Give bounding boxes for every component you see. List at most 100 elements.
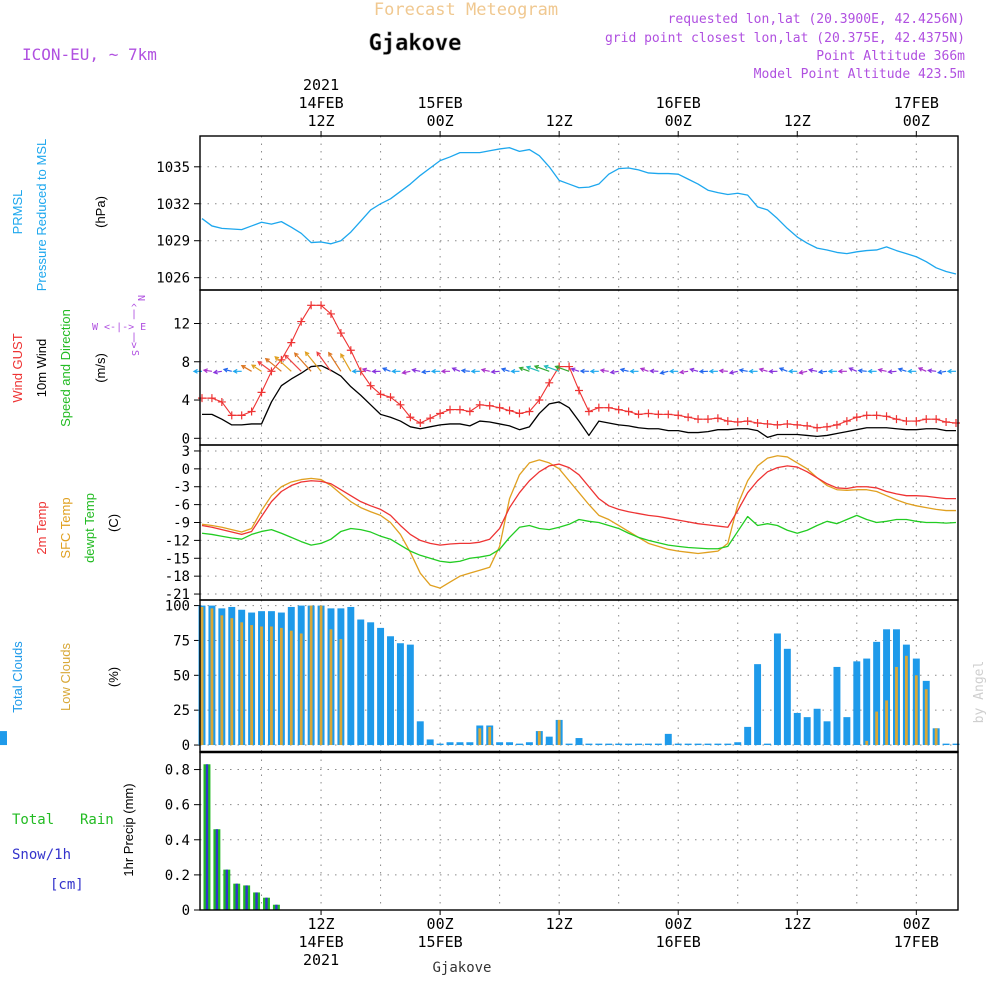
gust-marker <box>674 411 683 420</box>
total-cloud-bar <box>377 627 385 746</box>
wind-arrow <box>202 368 213 374</box>
wind-arrow <box>420 369 431 375</box>
wind-arrow <box>401 369 411 375</box>
wind-arrow <box>533 364 550 372</box>
wind-arrow <box>222 367 232 373</box>
total-cloud-bar <box>664 733 672 746</box>
gust-marker <box>475 400 484 409</box>
total-cloud-bar <box>694 743 702 746</box>
gust-marker <box>813 423 822 432</box>
bottom-time-label: 12Z <box>546 915 573 933</box>
wind-arrow <box>926 368 937 374</box>
wind-arrow <box>212 369 222 375</box>
wind-arrow <box>689 367 699 373</box>
y-tick-label: 8 <box>182 355 190 371</box>
y-tick-label: 4 <box>182 393 190 409</box>
wind-arrow <box>798 369 808 375</box>
low-cloud-bar <box>210 608 214 746</box>
wind-arrow <box>946 368 956 374</box>
total-cloud-bar <box>783 648 791 746</box>
wind-arrow <box>848 367 858 372</box>
wind-arrow <box>698 369 708 374</box>
cloud-bars <box>0 605 960 746</box>
wind-arrow <box>480 367 490 373</box>
wind-arrow <box>659 370 669 375</box>
gust-marker <box>545 378 554 387</box>
total-cloud-label: Total Clouds <box>10 641 25 713</box>
footer-location: Gjakove <box>432 960 491 976</box>
gust-marker <box>753 418 762 427</box>
y-tick-label: 3 <box>182 444 190 460</box>
low-cloud-bar <box>270 626 273 746</box>
total-cloud-bar <box>605 743 613 746</box>
gust-marker <box>287 338 296 347</box>
low-cloud-bar <box>885 700 888 746</box>
wind-arrow <box>728 370 738 375</box>
total-cloud-bar <box>615 743 623 746</box>
low-cloud-bar <box>329 629 333 746</box>
gust-marker <box>942 418 951 427</box>
wind-arrow <box>738 368 748 373</box>
y-tick-label: 0 <box>182 431 190 447</box>
wind-arrow <box>240 365 252 372</box>
gust-marker <box>346 346 355 355</box>
total-cloud-bar <box>853 661 861 746</box>
gust-marker <box>694 415 703 424</box>
precip-unit: 1hr Precip (mm) <box>121 783 136 876</box>
gust-marker <box>396 400 405 409</box>
gust-marker <box>664 410 673 419</box>
gust-marker <box>525 407 534 416</box>
total-cloud-bar <box>823 721 831 746</box>
wind-arrow <box>518 366 530 372</box>
rain-label: Rain <box>80 812 114 828</box>
low-cloud-bar <box>299 633 303 746</box>
wind-arrow <box>274 356 292 372</box>
low-cloud-bar <box>865 740 869 746</box>
bottom-time-label: 00Z <box>665 915 692 933</box>
compass-n: N <box>135 295 146 301</box>
panel-grid-1: 1026 1029 1032 1035 <box>156 136 958 290</box>
wind-arrow <box>788 368 798 374</box>
gust-marker <box>644 409 653 418</box>
precip-labels: Total Rain Snow/1h [cm] 1hr Precip (mm) <box>12 783 136 893</box>
top-time-label: 00Z <box>903 112 930 130</box>
panel-frame-1 <box>199 135 959 291</box>
wind-speed-line <box>202 364 956 438</box>
wind-arrow <box>351 368 361 374</box>
panel-grid-3: -21 -18 -15 -12-9 -6 -3 0 3 <box>165 444 958 603</box>
gust-marker <box>723 417 732 426</box>
gust-marker <box>217 397 226 406</box>
y-tick-label: 0.2 <box>165 868 190 884</box>
total-cloud-bar <box>654 743 662 746</box>
low-cloud-bar <box>220 615 224 746</box>
gust-marker <box>505 406 514 415</box>
total-cloud-bar <box>724 743 732 746</box>
gust-marker <box>416 418 425 427</box>
total-cloud-bar <box>764 743 771 746</box>
gust-marker <box>297 317 306 326</box>
low-cloud-bar <box>230 618 234 746</box>
total-label: Total <box>12 812 54 828</box>
low-cloud-bar <box>200 606 204 746</box>
gust-marker <box>862 411 871 420</box>
bottom-time-label: 14FEB <box>298 933 343 951</box>
dewpt-label: dewpt Temp <box>82 493 97 563</box>
y-tick-label: 0 <box>182 903 190 919</box>
wind-arrow <box>304 351 322 372</box>
snow-label: Snow/1h <box>12 847 71 863</box>
temp-2m-line <box>201 463 956 546</box>
gust-marker <box>446 405 455 414</box>
wind-arrow <box>328 351 342 372</box>
wind-arrow <box>293 352 312 372</box>
gust-marker <box>733 418 742 427</box>
gust-marker <box>207 394 216 403</box>
snow-bar <box>245 885 248 910</box>
gust-marker <box>882 412 891 421</box>
wind-arrow <box>629 368 639 374</box>
wind-arrow <box>579 368 589 374</box>
wind-arrow <box>451 367 461 372</box>
gust-marker <box>703 415 712 424</box>
gridpoint-coords: grid point closest lon,lat (20.375E, 42.… <box>605 31 965 46</box>
low-cloud-bar <box>895 666 898 746</box>
